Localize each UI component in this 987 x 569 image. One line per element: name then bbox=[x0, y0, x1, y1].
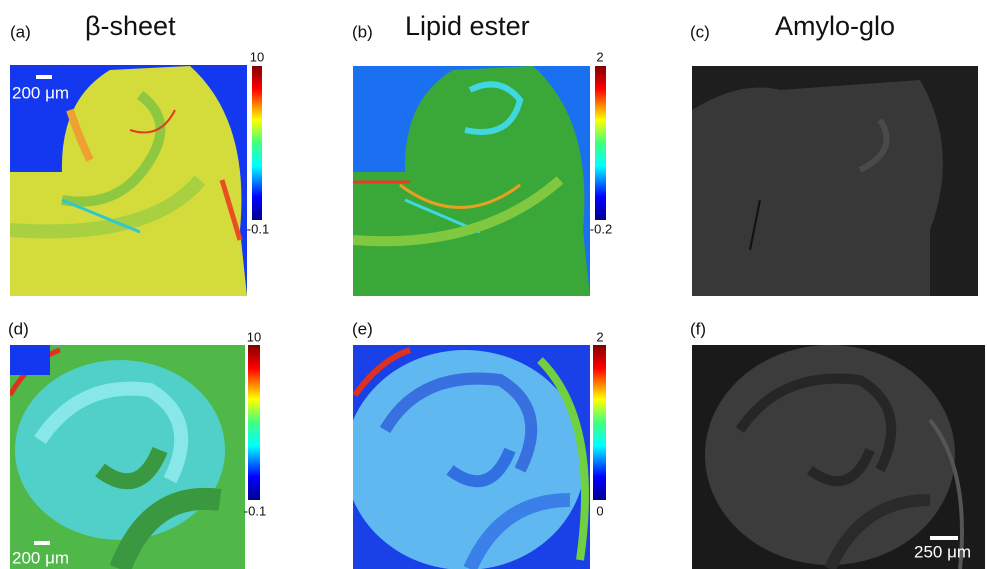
colorbar-min: -0.1 bbox=[244, 503, 266, 518]
panel-label: (b) bbox=[352, 22, 373, 41]
image-e bbox=[345, 345, 590, 569]
colorbar-min: -0.1 bbox=[247, 221, 269, 236]
panel-label: (a) bbox=[10, 22, 31, 41]
image-d bbox=[10, 345, 245, 569]
scale-bar bbox=[36, 75, 52, 79]
colorbar bbox=[593, 345, 606, 500]
panel-label: (f) bbox=[690, 319, 706, 338]
colorbar-max: 10 bbox=[250, 49, 264, 64]
scale-bar bbox=[930, 536, 958, 540]
scale-bar-label: 250 μm bbox=[914, 542, 971, 561]
panel-label: (d) bbox=[8, 319, 29, 338]
colorbar bbox=[252, 66, 262, 220]
panel-label: (c) bbox=[690, 22, 710, 41]
scale-bar bbox=[34, 541, 50, 545]
panel-label: (e) bbox=[352, 319, 373, 338]
image-b bbox=[353, 66, 590, 296]
image-f bbox=[692, 345, 985, 569]
image-c bbox=[692, 66, 978, 296]
colorbar-max: 2 bbox=[596, 49, 603, 64]
colorbar bbox=[248, 345, 260, 500]
colorbar-min: 0 bbox=[596, 503, 603, 518]
figure: (a) β-sheet 10 -0.1 200 μm (b) Lipid est… bbox=[0, 0, 987, 569]
colorbar-max: 2 bbox=[596, 329, 603, 344]
panel-title: β-sheet bbox=[85, 11, 176, 41]
panel-title: Amylo-glo bbox=[775, 11, 895, 41]
colorbar-max: 10 bbox=[247, 329, 261, 344]
scale-bar-label: 200 μm bbox=[12, 83, 69, 102]
panel-title: Lipid ester bbox=[405, 11, 530, 41]
colorbar bbox=[595, 66, 606, 220]
colorbar-min: -0.2 bbox=[590, 221, 612, 236]
scale-bar-label: 200 μm bbox=[12, 548, 69, 567]
